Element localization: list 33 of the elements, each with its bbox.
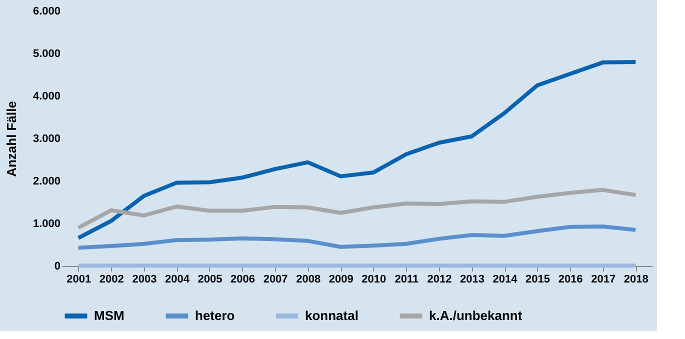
y-tick-label: 0 — [54, 260, 60, 272]
x-tick-label: 2002 — [99, 274, 124, 286]
x-tick-label: 2012 — [427, 274, 452, 286]
x-tick-label: 2015 — [526, 274, 550, 286]
legend-label: hetero — [195, 308, 235, 323]
x-tick-label: 2008 — [296, 274, 321, 286]
x-tick-label: 2010 — [362, 274, 386, 286]
x-tick-label: 2004 — [164, 274, 190, 286]
x-tick-label: 2005 — [198, 274, 222, 286]
y-tick-label: 1.000 — [32, 218, 60, 230]
x-tick-label: 2001 — [66, 274, 92, 286]
legend-label: konnatal — [305, 308, 358, 323]
x-tick-label: 2011 — [394, 274, 419, 286]
y-axis-title: Anzahl Fälle — [4, 101, 19, 177]
x-tick-label: 2013 — [460, 274, 484, 286]
x-tick-label: 2017 — [591, 274, 616, 286]
legend-label: k.A./unbekannt — [429, 308, 523, 323]
x-tick-label: 2003 — [132, 274, 157, 286]
y-tick-label: 6.000 — [32, 6, 60, 18]
y-tick-label: 2.000 — [32, 176, 60, 188]
line-series — [76, 224, 638, 250]
x-tick-label: 2009 — [328, 274, 354, 286]
line-series — [76, 60, 638, 240]
x-tick-label: 2018 — [624, 274, 648, 286]
y-tick-label: 5.000 — [32, 48, 60, 60]
line-series — [76, 188, 638, 230]
x-tick-label: 2006 — [230, 274, 256, 286]
x-tick-label: 2016 — [558, 274, 583, 286]
legend-label: MSM — [94, 308, 124, 323]
y-tick-label: 3.000 — [32, 133, 60, 145]
x-tick-label: 2007 — [263, 274, 288, 286]
x-tick-label: 2014 — [492, 274, 518, 286]
y-tick-label: 4.000 — [32, 90, 60, 102]
